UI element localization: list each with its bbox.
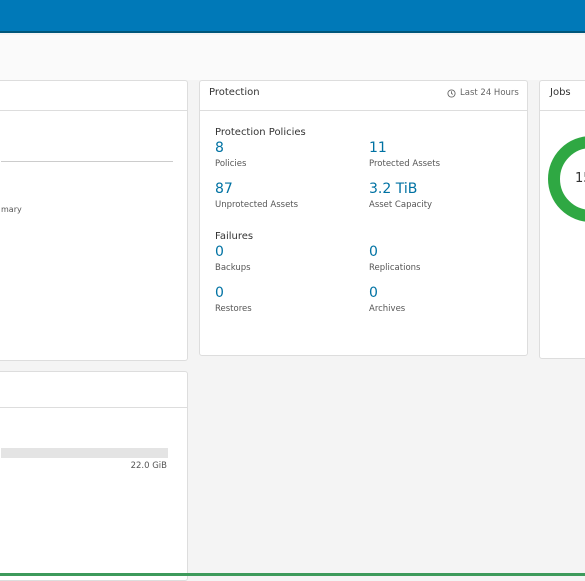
stat-value: 87 [215,181,233,197]
card-header [0,81,187,111]
storage-card: 22.0 GiB [0,371,188,581]
summary-card: mary [0,80,188,361]
section-title: Protection Policies [215,127,306,138]
stat-label: Policies [215,159,247,169]
donut-center: 15 [575,171,585,186]
stat-value: 0 [369,244,378,260]
stat-value: 0 [215,285,224,301]
stat-value: 0 [215,244,224,260]
divider [1,161,173,162]
clock-icon [447,89,456,98]
stat-value: 11 [369,140,387,156]
card-header [0,372,187,408]
stat-label: Backups [215,263,251,273]
card-header: Jobs [540,81,585,111]
card-header: Protection Last 24 Hours [200,81,527,111]
stat-label: Archives [369,304,406,314]
period: Last 24 Hours [460,88,519,98]
capacity: 22.0 GiB [130,461,167,471]
stat-label: Unprotected Assets [215,200,299,210]
stats: Protection Policies 8 Policies 11 Protected … [200,81,529,357]
stat-label: Replications [369,263,421,273]
stat-label: Protected Assets [369,159,441,169]
label: mary [1,205,22,214]
top-bar [0,0,585,33]
section-title: Failures [215,231,254,242]
stat-value: 0 [369,285,378,301]
stat-value: 3.2 TiB [369,181,418,197]
protection-card: Protection Last 24 Hours Protection Poli… [199,80,528,356]
card-title: Protection [209,87,260,98]
stat-label: Asset Capacity [369,200,433,210]
capacity-bar [1,448,168,458]
bottom-bar [0,573,585,576]
stat-label: Restores [215,304,252,314]
stat-value: 8 [215,140,224,156]
donut [548,136,585,222]
sub-bar [0,35,585,80]
jobs-card: Jobs 15 [539,80,585,359]
card-title: Jobs [550,87,571,98]
